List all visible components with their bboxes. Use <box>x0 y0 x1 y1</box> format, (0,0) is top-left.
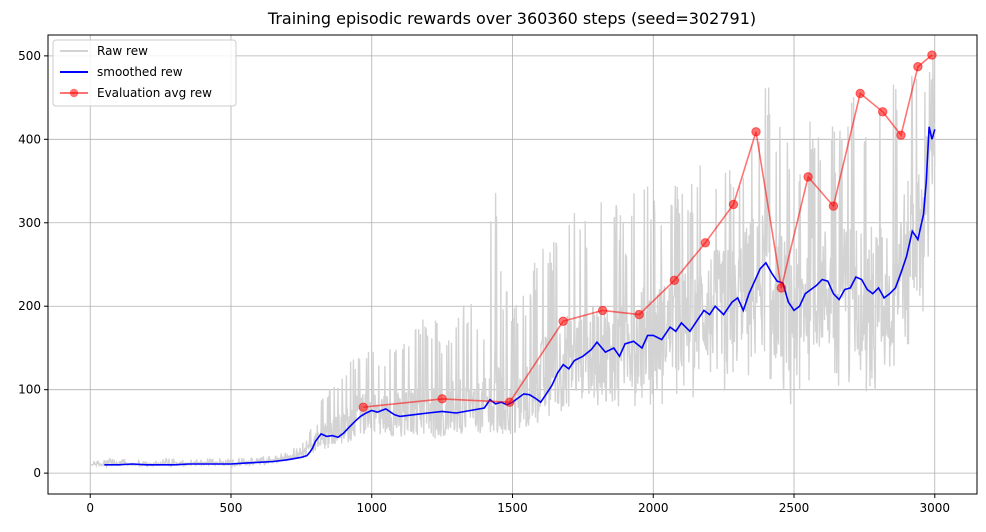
series-layer <box>89 50 937 470</box>
y-tick-label: 200 <box>18 299 41 313</box>
evaluation-point <box>751 127 761 137</box>
evaluation-point <box>896 130 906 140</box>
evaluation-point <box>803 172 813 182</box>
legend-box <box>52 39 237 107</box>
legend-marker <box>69 88 79 98</box>
evaluation-point <box>437 394 447 404</box>
x-tick-label: 0 <box>86 501 94 515</box>
evaluation-point <box>828 201 839 211</box>
legend: Raw rew smoothed rew Evaluation avg rew <box>52 39 237 107</box>
x-tick-label: 2500 <box>779 501 810 515</box>
evaluation-point <box>855 88 865 99</box>
x-tick-label: 3000 <box>919 501 950 515</box>
evaluation-point <box>358 402 368 412</box>
y-tick-label: 500 <box>18 49 41 63</box>
x-tick-label: 2000 <box>638 501 669 515</box>
evaluation-point <box>504 397 515 407</box>
evaluation-point <box>669 275 680 286</box>
evaluation-point <box>700 238 711 248</box>
evaluation-point <box>877 107 888 117</box>
x-tick-label: 1000 <box>356 501 387 515</box>
evaluation-point <box>913 62 923 72</box>
evaluation-point <box>634 309 644 320</box>
legend-label: Raw rew <box>97 44 148 58</box>
legend-label: Evaluation avg rew <box>97 86 212 100</box>
y-tick-label: 400 <box>18 132 41 146</box>
legend-label: smoothed rew <box>97 65 183 79</box>
evaluation-point <box>728 199 739 210</box>
evaluation-point <box>597 305 608 316</box>
y-tick-label: 100 <box>18 383 41 397</box>
evaluation-point <box>558 316 568 326</box>
x-tick-label: 1500 <box>497 501 528 515</box>
evaluation-point <box>776 283 787 293</box>
ticks: 0 500 1000 1500 2000 2500 3000 0 100 200 300 400 500 <box>18 49 950 515</box>
evaluation-point <box>927 50 937 60</box>
series-evaluation-line <box>363 54 933 408</box>
y-tick-label: 0 <box>33 466 41 480</box>
x-tick-label: 500 <box>220 501 243 515</box>
legend-items: Raw rew smoothed rew Evaluation avg rew <box>60 44 212 100</box>
y-tick-label: 300 <box>18 216 41 230</box>
series-smoothed-rew-line <box>104 126 936 466</box>
chart-title: Training episodic rewards over 360360 st… <box>267 9 756 28</box>
series-raw-rew-line <box>89 58 936 470</box>
